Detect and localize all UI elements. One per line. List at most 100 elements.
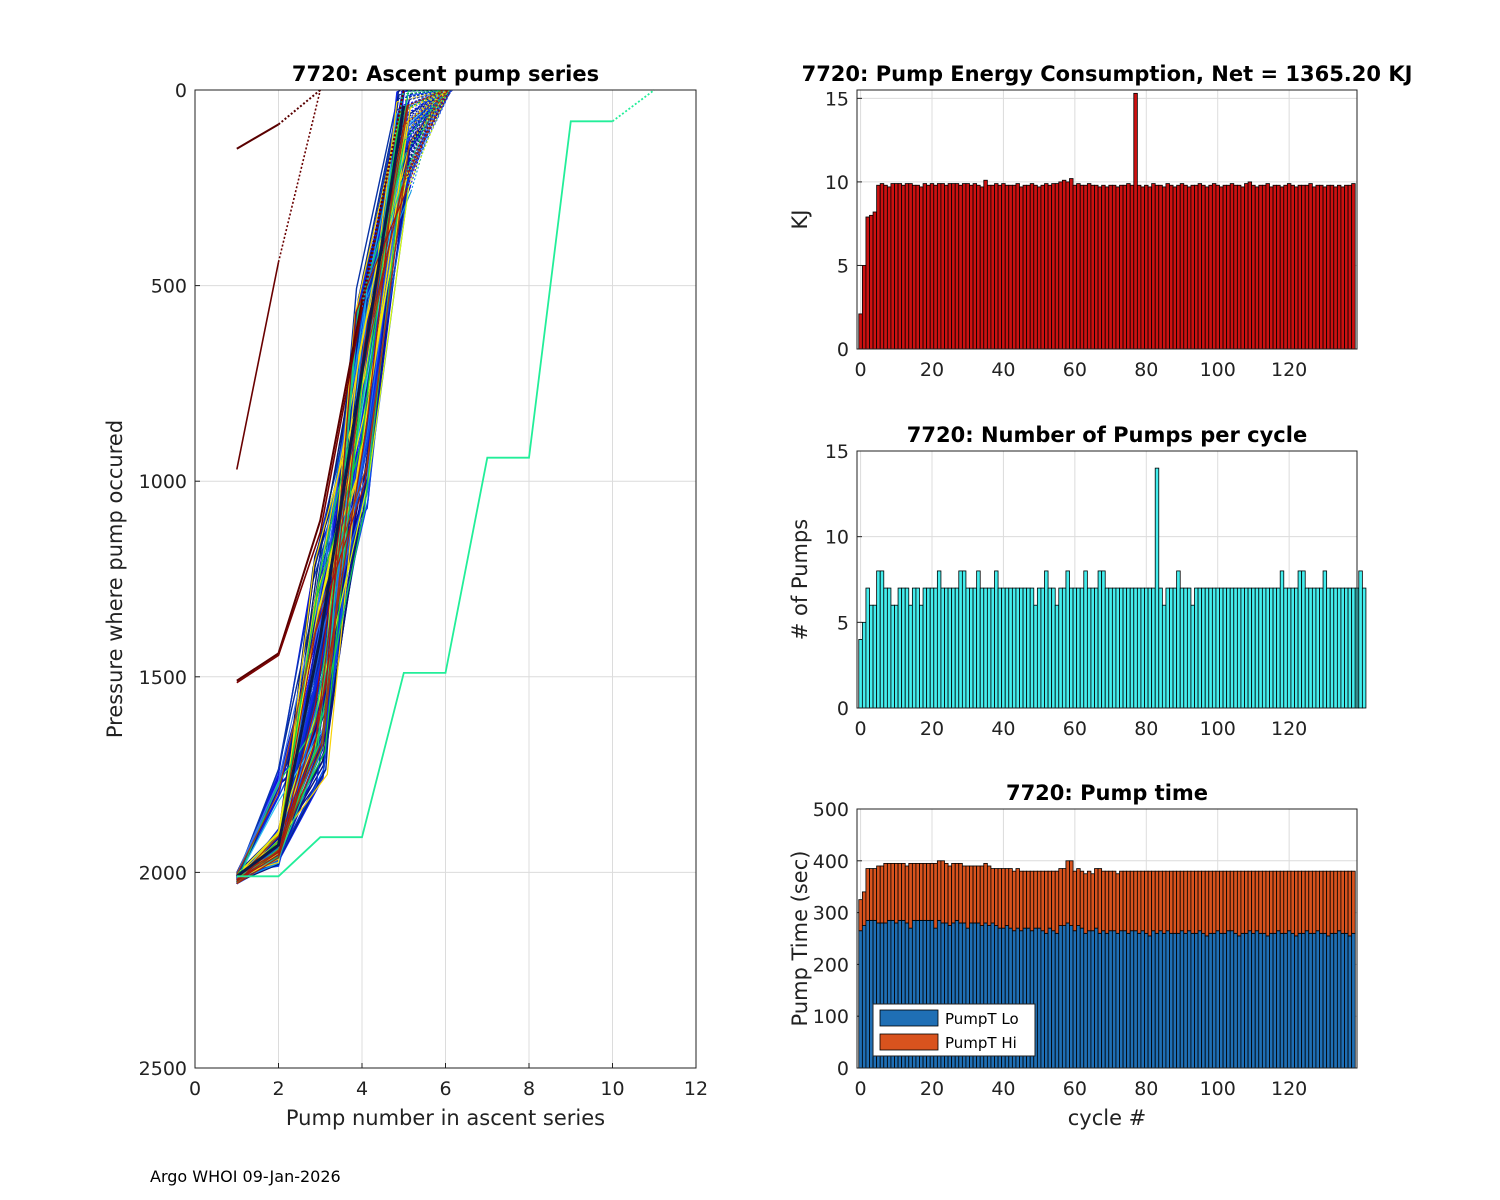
pumpt-lo-bar <box>1151 930 1156 1069</box>
pump-count-bar <box>1197 587 1203 709</box>
energy-bar <box>1304 184 1310 350</box>
series-line-dotted-tail <box>406 89 447 132</box>
x-tick-label: 10 <box>600 1078 624 1100</box>
pump-count-bar <box>1083 570 1088 709</box>
energy-bar <box>1161 186 1167 350</box>
pumpt-lo-bar <box>1115 932 1120 1069</box>
pumpt-hi-bar <box>1304 870 1310 932</box>
pumpt-lo-bar <box>858 930 863 1069</box>
pump-count-bar <box>872 604 878 709</box>
pump-count-bar <box>1036 587 1042 709</box>
pumpt-lo-bar <box>1290 932 1295 1069</box>
energy-bar <box>947 183 953 350</box>
pumpt-hi-bar <box>1294 870 1299 937</box>
pumpt-hi-bar <box>1101 870 1106 932</box>
pump-count-bar <box>1115 587 1120 709</box>
pumpt-lo-bar <box>1186 930 1192 1069</box>
pump-count-bar <box>1279 570 1285 709</box>
pump-count-bar <box>1179 587 1185 709</box>
x-tick-label: 40 <box>991 1078 1015 1100</box>
ascent-pump-series-panel: 0 2 4 6 8 10 12 0 500 1000 1500 2000 2500 7720: Ascen… <box>103 62 708 1130</box>
pumpt-hi-bar <box>965 865 970 929</box>
pumpt-lo-bar <box>1094 927 1099 1069</box>
pumpt-hi-bar <box>897 862 903 921</box>
pumpt-lo-bar <box>1244 932 1249 1069</box>
series-line <box>236 175 406 878</box>
pump-count-bar <box>1144 587 1149 709</box>
pump-count-bar <box>1215 587 1220 709</box>
pumpt-hi-bar <box>1040 870 1045 932</box>
pump-count-bar <box>1122 587 1128 709</box>
pumpt-hi-bar <box>1061 868 1067 926</box>
pump-count-bar <box>1326 587 1331 709</box>
pumpt-hi-bar <box>1344 870 1349 934</box>
energy-bar <box>1079 184 1085 350</box>
energy-bar <box>1136 184 1142 350</box>
pumpt-hi-bar <box>1154 870 1160 934</box>
pumpt-lo-bar <box>1076 925 1081 1069</box>
energy-bar <box>1004 184 1010 350</box>
pump-count-bar <box>1147 587 1153 709</box>
energy-bar <box>894 183 899 350</box>
energy-bar <box>1122 184 1128 350</box>
pumpt-hi-bar <box>933 862 938 929</box>
pumpt-lo-bar <box>1104 932 1110 1069</box>
pump-count-bar <box>1347 587 1353 709</box>
pumpt-hi-bar <box>1301 870 1306 934</box>
energy-bar <box>979 186 985 350</box>
pumpt-hi-bar <box>1158 870 1163 932</box>
pumpt-lo-bar <box>1197 930 1203 1069</box>
y-axis-label: # of Pumps <box>788 519 812 641</box>
pumpt-lo-bar <box>1090 930 1095 1069</box>
pumpt-hi-bar <box>1311 870 1317 934</box>
y-tick-label: 200 <box>813 954 849 976</box>
pump-count-bar <box>901 587 906 709</box>
pumpt-lo-bar <box>1208 932 1213 1069</box>
pumpt-lo-bar <box>1086 930 1092 1069</box>
pumpt-hi-bar <box>1008 868 1013 929</box>
energy-bar <box>1058 181 1063 350</box>
pumpt-lo-bar <box>1329 932 1335 1069</box>
energy-bar <box>1104 186 1110 350</box>
x-axis-label: cycle # <box>1068 1106 1147 1130</box>
pumpt-lo-bar <box>1172 932 1178 1069</box>
energy-bar <box>1022 184 1028 350</box>
pump-count-bar <box>986 587 992 709</box>
energy-bar <box>922 183 928 350</box>
pumpt-hi-bar <box>983 862 988 924</box>
pump-count-bar <box>1158 587 1163 709</box>
pumpt-hi-bar <box>1326 870 1331 937</box>
pumpt-lo-bar <box>1158 930 1163 1069</box>
energy-bar <box>890 183 895 350</box>
pump-count-bar <box>1104 587 1110 709</box>
pump-count-bar <box>1051 587 1056 709</box>
energy-bar <box>1254 186 1260 350</box>
pumpt-hi-bar <box>947 865 953 926</box>
energy-bar <box>983 179 988 350</box>
pumpt-lo-bar <box>1247 930 1253 1069</box>
y-tick-label: 1500 <box>139 667 187 689</box>
x-tick-label: 0 <box>855 359 867 381</box>
pumpt-lo-bar <box>1240 932 1245 1069</box>
pump-count-bar <box>1297 570 1303 709</box>
energy-bar <box>1211 183 1217 350</box>
series-line <box>236 261 280 470</box>
series-line <box>236 189 408 882</box>
x-tick-label: 60 <box>1063 1078 1087 1100</box>
pumpt-hi-bar <box>954 862 960 921</box>
x-tick-label: 20 <box>920 359 944 381</box>
energy-bar <box>1011 184 1017 350</box>
pumpt-hi-bar <box>1340 870 1345 934</box>
series-line-dotted-tail <box>407 89 448 107</box>
pump-count-bar <box>915 587 920 709</box>
series-line <box>236 123 280 150</box>
energy-bar <box>1265 183 1270 350</box>
pump-count-bar <box>1322 570 1328 709</box>
pumpt-hi-bar <box>1269 870 1274 934</box>
y-tick-label: 2500 <box>139 1058 187 1080</box>
pumpt-lo-bar <box>1079 927 1085 1069</box>
pump-count-bar <box>1294 587 1299 709</box>
energy-bar <box>1297 184 1303 350</box>
pump-count-bar <box>1140 587 1145 709</box>
pumpt-hi-bar <box>919 862 924 921</box>
